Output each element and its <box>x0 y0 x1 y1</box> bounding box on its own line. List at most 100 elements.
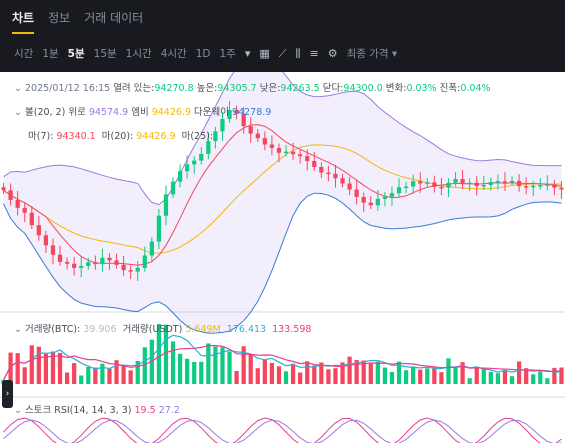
ma-row: 마(7): 94340.1 마(20): 94426.9 마(25): <box>28 131 214 142</box>
volume-bar <box>93 367 98 384</box>
stoch-d: 27.2 <box>158 405 180 416</box>
calendar-icon[interactable]: ▦ <box>259 47 270 60</box>
volume-bar <box>460 362 465 384</box>
volume-bar <box>220 347 225 384</box>
candle-body <box>290 151 296 155</box>
interval-5m[interactable]: 5분 <box>67 48 85 60</box>
volume-bar <box>333 368 338 384</box>
ma7-value: 94340.1 <box>56 131 96 142</box>
chevron-down-icon[interactable]: ⌄ <box>14 107 22 118</box>
volume-bar <box>516 361 522 384</box>
ohlc-change: 0.03% <box>406 83 437 94</box>
candle-body <box>326 172 331 175</box>
candle-body <box>227 110 232 119</box>
interval-time[interactable]: 시간 <box>14 48 34 60</box>
volume-bar <box>114 360 119 384</box>
volume-bar <box>418 369 423 384</box>
volume-ma-line-2 <box>2 344 562 381</box>
volume-bar <box>403 370 409 384</box>
volume-bar <box>340 362 345 384</box>
volume-bar <box>156 324 162 384</box>
candle-body <box>93 262 98 265</box>
volume-bar <box>531 374 536 384</box>
chevron-down-icon[interactable]: ⌄ <box>14 405 22 416</box>
chevron-down-icon[interactable]: ▾ <box>244 47 251 60</box>
candle-body <box>347 183 352 190</box>
candle-body <box>107 257 112 261</box>
volume-usdt: 5.649M <box>185 324 221 335</box>
indicators-icon[interactable]: ≡ <box>309 47 319 60</box>
volume-bar <box>439 372 444 384</box>
tab-chart[interactable]: 차트 <box>12 9 35 34</box>
volume-bar <box>36 346 41 384</box>
candle-body <box>439 186 444 189</box>
volume-bar <box>248 354 253 384</box>
candle-body <box>142 255 147 268</box>
candle-body <box>163 194 169 216</box>
volume-bar <box>368 363 373 384</box>
volume-bar <box>453 368 458 384</box>
stoch-k-line <box>3 417 562 443</box>
candle-body <box>298 154 303 157</box>
volume-bar <box>396 361 402 384</box>
volume-bar <box>227 351 232 384</box>
volume-bar <box>502 370 508 384</box>
interval-1w[interactable]: 1주 <box>219 48 236 60</box>
volume-bar <box>312 365 317 384</box>
candle-body <box>354 189 359 197</box>
volume-bar <box>241 346 246 384</box>
ohlc-amplitude: 0.04% <box>460 83 491 94</box>
interval-4h[interactable]: 4시간 <box>160 48 187 60</box>
tab-info[interactable]: 정보 <box>48 11 71 25</box>
interval-1m[interactable]: 1분 <box>42 48 59 60</box>
chevron-down-icon[interactable]: ⌄ <box>14 324 22 335</box>
candle-body <box>488 182 493 185</box>
candle-body <box>375 198 380 206</box>
chart-header: 차트 정보 거래 데이터 시간 1분 5분 15분 1시간 4시간 1D 1주 … <box>0 0 565 72</box>
interval-15m[interactable]: 15분 <box>93 48 117 60</box>
chevron-down-icon[interactable]: ⌄ <box>14 83 22 94</box>
candles-icon[interactable]: ⫼ <box>295 46 301 60</box>
volume-bar <box>347 356 352 384</box>
volume-bar <box>72 363 77 384</box>
candle-body <box>220 119 225 132</box>
candle-body <box>199 153 204 161</box>
tab-trade-data[interactable]: 거래 데이터 <box>84 11 144 25</box>
volume-bar <box>149 339 154 384</box>
chart-toolbar: 시간 1분 5분 15분 1시간 4시간 1D 1주 ▾ ▦ ⟋ ⫼ ≡ ⚙ 최… <box>14 46 397 61</box>
volume-bar <box>22 367 27 384</box>
boll-row: ⌄ 볼(20, 2) 위로 94574.9 엠비 94426.9 다운웨이 94… <box>14 107 272 118</box>
volume-bar <box>185 358 190 384</box>
volume-bar <box>206 343 211 384</box>
interval-1d[interactable]: 1D <box>195 47 211 60</box>
ohlc-row: ⌄ 2025/01/12 16:15 열려 있는:94270.8 높은:9430… <box>14 83 491 94</box>
volume-bar <box>86 367 91 384</box>
price-chart[interactable] <box>0 72 565 443</box>
candle-body <box>502 181 508 183</box>
candle-body <box>312 161 317 167</box>
price-type-select[interactable]: 최종 가격 ▾ <box>346 48 398 60</box>
interval-1h[interactable]: 1시간 <box>125 48 152 60</box>
drawing-icon[interactable]: ⟋ <box>278 46 287 60</box>
ohlc-date: 2025/01/12 16:15 <box>25 83 111 94</box>
candle-body <box>340 178 345 184</box>
volume-bar <box>79 375 84 384</box>
panel-handle[interactable]: › <box>2 380 13 408</box>
volume-bar <box>495 373 501 384</box>
settings-icon[interactable]: ⚙ <box>327 47 338 60</box>
candle-body <box>524 186 529 188</box>
volume-bar <box>326 369 331 384</box>
volume-bar <box>170 341 176 384</box>
volume-bar <box>107 368 112 384</box>
volume-bar <box>15 353 20 384</box>
volume-bar <box>192 362 197 384</box>
volume-bar <box>545 378 550 384</box>
ohlc-close: 94300.0 <box>343 83 383 94</box>
volume-bar <box>283 371 289 384</box>
volume-bar <box>43 353 49 384</box>
ma20-line <box>3 144 562 254</box>
volume-bar <box>64 372 70 384</box>
volume-bar <box>50 351 56 384</box>
candle-body <box>531 185 536 188</box>
candle-body <box>481 185 486 187</box>
